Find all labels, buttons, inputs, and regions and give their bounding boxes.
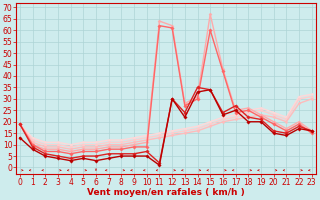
X-axis label: Vent moyen/en rafales ( km/h ): Vent moyen/en rafales ( km/h ) [87,188,245,197]
